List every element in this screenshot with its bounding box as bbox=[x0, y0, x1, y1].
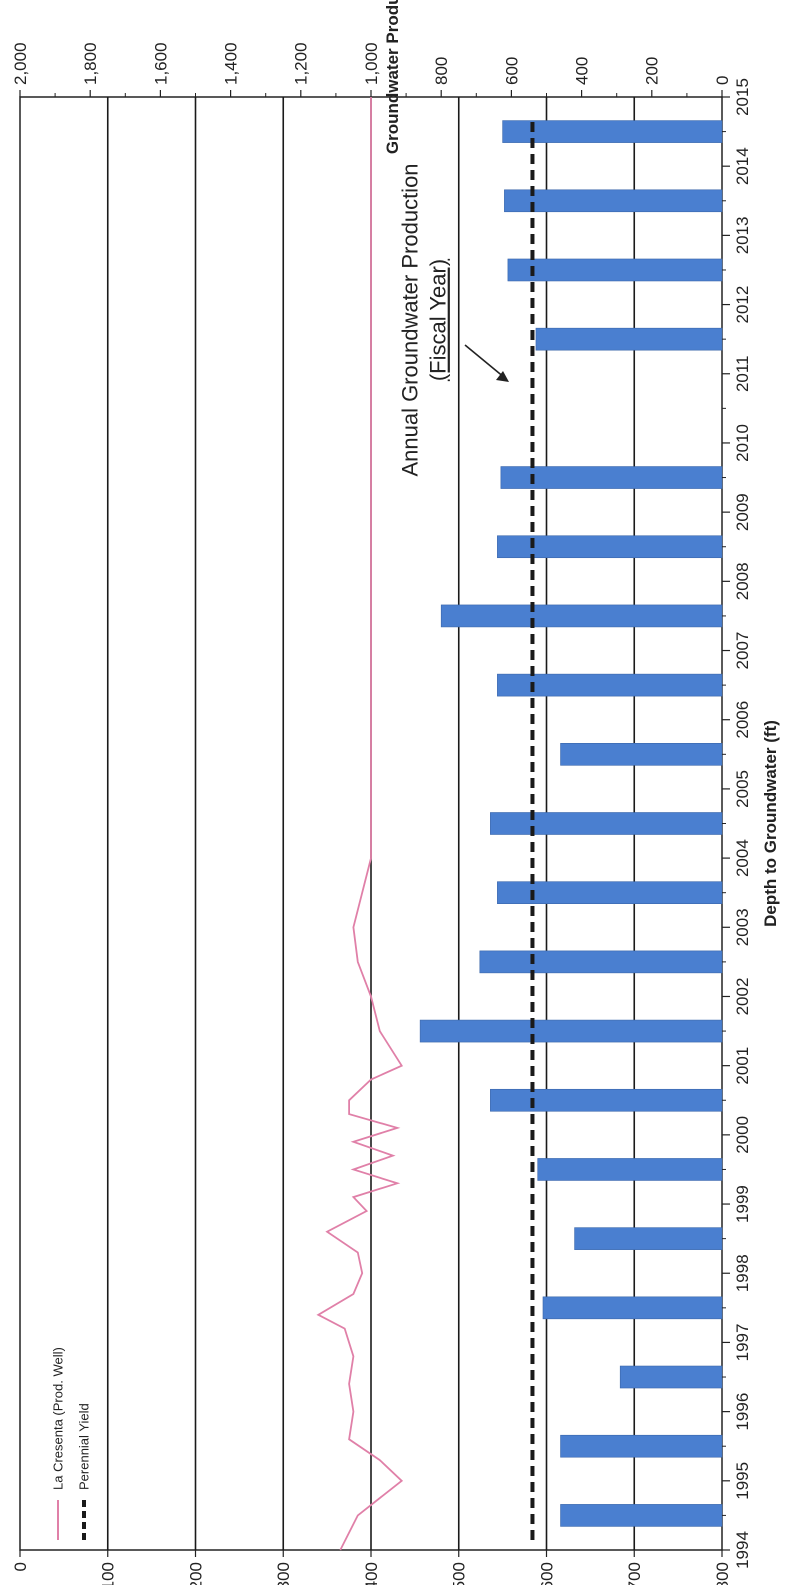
year-label-2004: 2004 bbox=[733, 839, 752, 877]
bar-1994 bbox=[560, 1504, 723, 1527]
la-cresenta-line bbox=[316, 97, 404, 1551]
year-label-2009: 2009 bbox=[733, 493, 752, 531]
plot-area bbox=[19, 96, 723, 1551]
annotation-line-2: (Fiscal Year) bbox=[426, 259, 451, 381]
year-label-2013: 2013 bbox=[733, 216, 752, 254]
annotation-line-1: Annual Groundwater Production bbox=[398, 163, 423, 476]
production-label-1,000: 1,000 bbox=[362, 42, 381, 85]
production-label-1,200: 1,200 bbox=[292, 42, 311, 85]
depth-label-200: 200 bbox=[186, 1562, 205, 1585]
bar-2000 bbox=[490, 1088, 723, 1112]
year-label-2014: 2014 bbox=[733, 147, 752, 185]
year-label-1996: 1996 bbox=[733, 1393, 752, 1431]
depth-label-800: 800 bbox=[713, 1562, 732, 1585]
bar-1999 bbox=[537, 1158, 723, 1181]
year-label-2008: 2008 bbox=[733, 562, 752, 600]
annotation-arrow-head bbox=[496, 371, 509, 382]
axes: 1994199519961997199819992000200120022003… bbox=[11, 0, 780, 1585]
production-label-1,800: 1,800 bbox=[81, 42, 100, 85]
year-label-2010: 2010 bbox=[733, 424, 752, 462]
bar-1996 bbox=[619, 1365, 723, 1389]
production-label-2,000: 2,000 bbox=[11, 42, 30, 85]
year-label-2015: 2015 bbox=[733, 78, 752, 116]
year-label-1994: 1994 bbox=[733, 1531, 752, 1569]
year-label-2002: 2002 bbox=[733, 978, 752, 1016]
annotation: Annual Groundwater Production (Fiscal Yea… bbox=[398, 163, 509, 477]
production-label-200: 200 bbox=[643, 57, 662, 85]
depth-label-300: 300 bbox=[274, 1562, 293, 1585]
bar-2012 bbox=[507, 258, 723, 282]
legend: La Cresenta (Prod. Well) Perennial Yield bbox=[51, 1347, 92, 1540]
bar-2001 bbox=[419, 1019, 723, 1043]
bar-2013 bbox=[504, 189, 723, 213]
left-axis-title: Depth to Groundwater (ft) bbox=[761, 720, 780, 927]
production-label-1,600: 1,600 bbox=[151, 42, 170, 85]
depth-label-700: 700 bbox=[625, 1562, 644, 1585]
year-label-1998: 1998 bbox=[733, 1254, 752, 1292]
year-label-2012: 2012 bbox=[733, 286, 752, 324]
bar-2014 bbox=[502, 120, 723, 143]
bar-2005 bbox=[560, 743, 723, 766]
production-label-800: 800 bbox=[432, 57, 451, 85]
depth-label-500: 500 bbox=[450, 1562, 469, 1585]
bar-1995 bbox=[560, 1434, 723, 1458]
year-label-1999: 1999 bbox=[733, 1185, 752, 1223]
year-label-2005: 2005 bbox=[733, 770, 752, 808]
depth-label-0: 0 bbox=[11, 1562, 30, 1571]
legend-label-la-cresenta: La Cresenta (Prod. Well) bbox=[51, 1347, 66, 1490]
production-label-0: 0 bbox=[713, 76, 732, 85]
production-label-400: 400 bbox=[573, 57, 592, 85]
year-label-2000: 2000 bbox=[733, 1116, 752, 1154]
bar-2004 bbox=[490, 812, 723, 835]
bar-1998 bbox=[574, 1227, 723, 1250]
year-label-2001: 2001 bbox=[733, 1047, 752, 1085]
bar-1997 bbox=[542, 1296, 723, 1320]
production-label-600: 600 bbox=[502, 57, 521, 85]
annotation-arrow-shaft bbox=[464, 344, 506, 379]
depth-label-100: 100 bbox=[99, 1562, 118, 1585]
year-label-2007: 2007 bbox=[733, 632, 752, 670]
production-label-1,400: 1,400 bbox=[222, 42, 241, 85]
year-label-1997: 1997 bbox=[733, 1324, 752, 1362]
right-axis-title: Groundwater Production (acre-ft) bbox=[383, 0, 402, 154]
depth-label-400: 400 bbox=[362, 1562, 381, 1585]
depth-label-600: 600 bbox=[537, 1562, 556, 1585]
legend-label-perennial-yield: Perennial Yield bbox=[77, 1403, 92, 1490]
bar-2007 bbox=[440, 604, 723, 628]
year-label-2011: 2011 bbox=[733, 355, 752, 392]
bar-2002 bbox=[479, 950, 723, 974]
bar-2011 bbox=[535, 327, 723, 351]
year-label-2003: 2003 bbox=[733, 908, 752, 946]
year-label-2006: 2006 bbox=[733, 701, 752, 739]
year-label-1995: 1995 bbox=[733, 1462, 752, 1500]
